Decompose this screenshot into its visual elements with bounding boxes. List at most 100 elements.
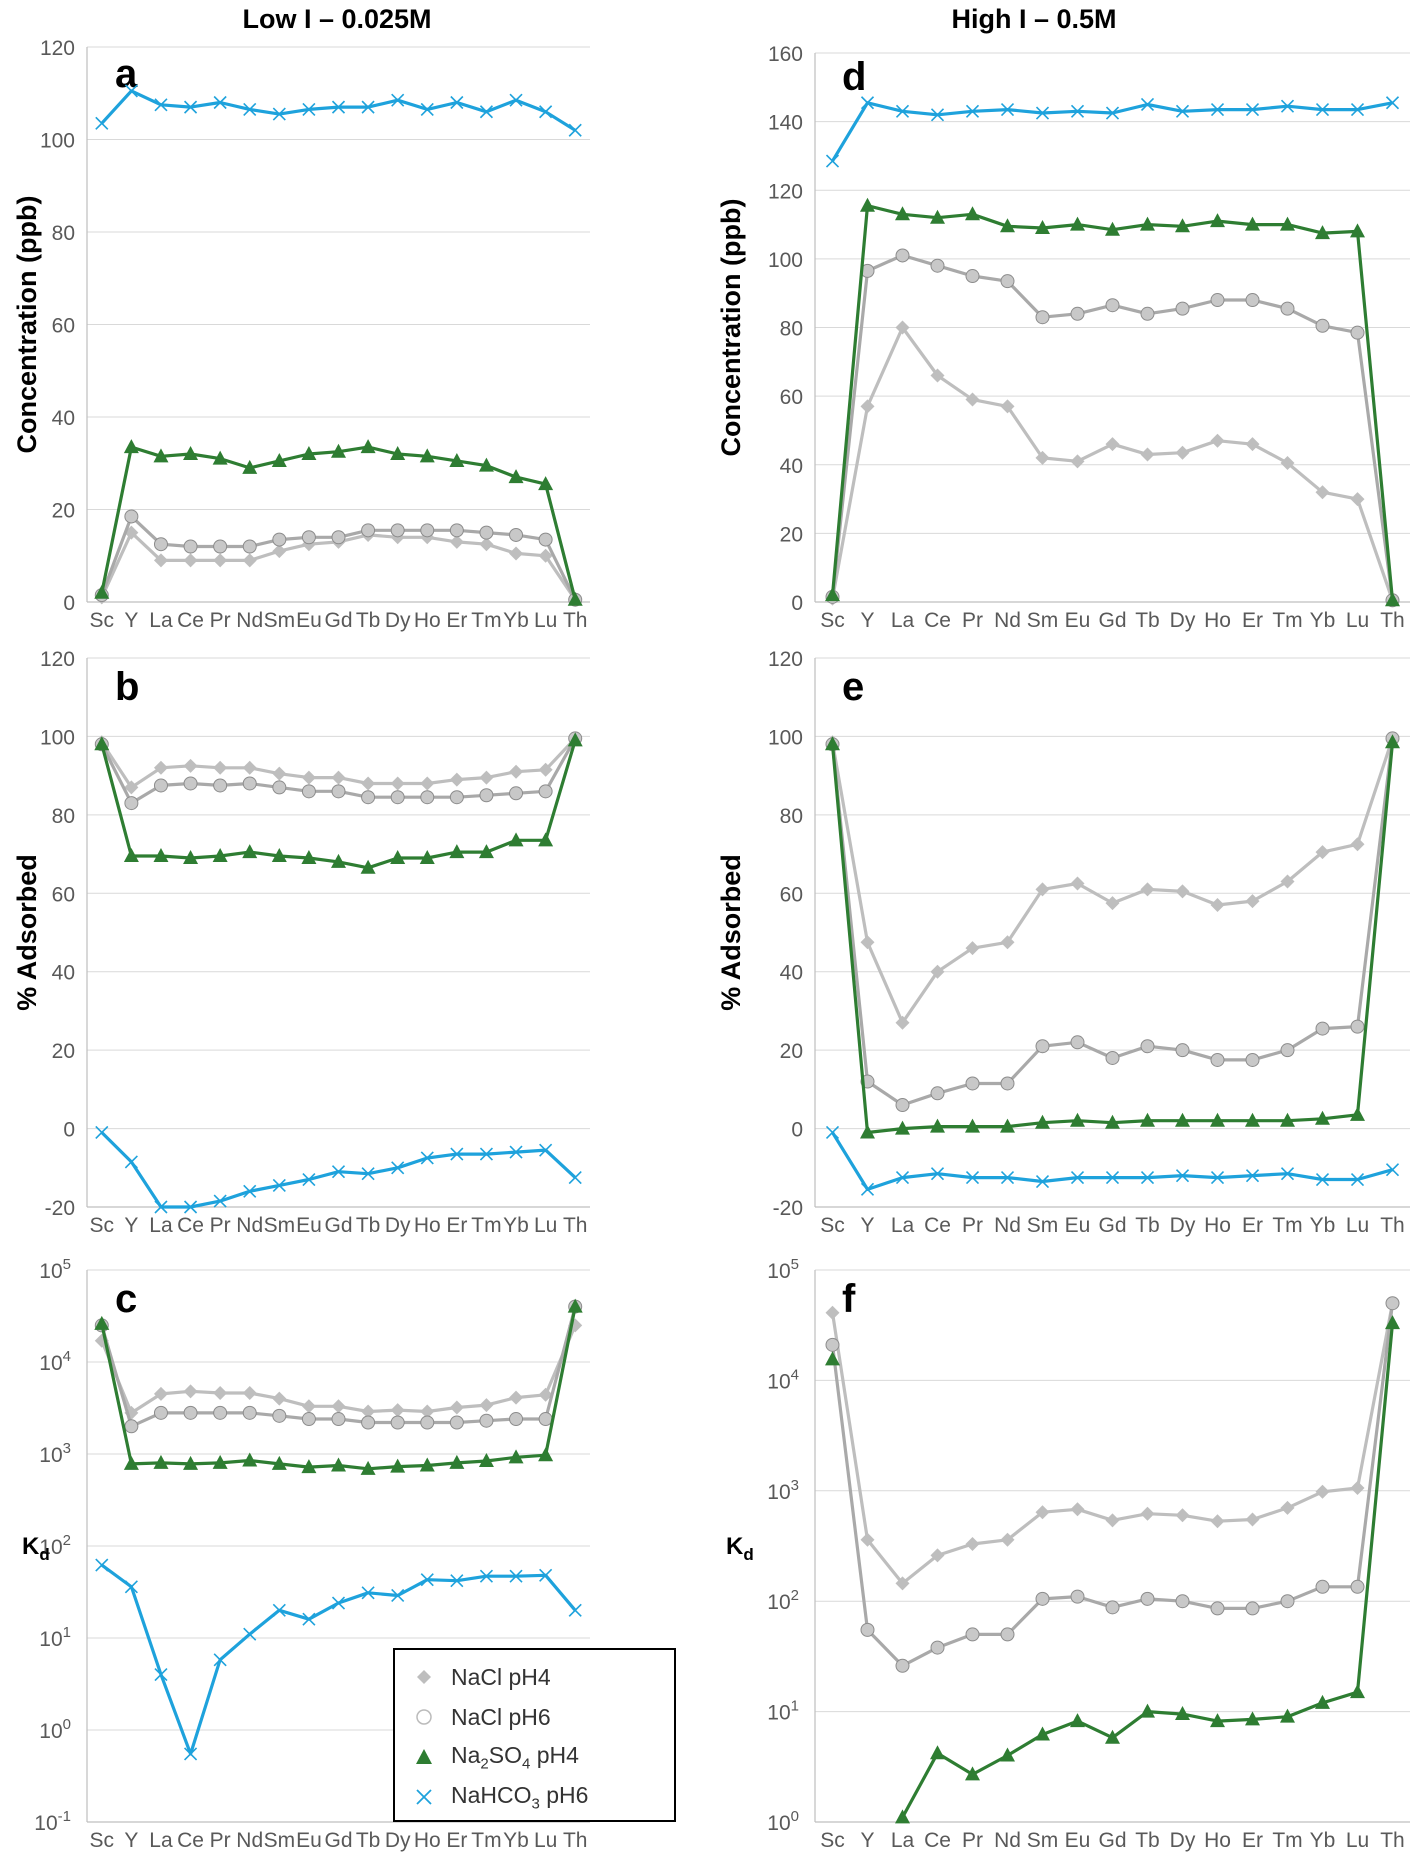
- y-tick-label: 105: [39, 1256, 71, 1283]
- data-point: [449, 772, 464, 787]
- x-tick-label: Dy: [1170, 1214, 1196, 1237]
- x-tick-label: Th: [563, 1829, 588, 1852]
- data-point: [895, 1809, 910, 1824]
- data-point: [479, 770, 494, 785]
- legend-label: NaCl pH6: [451, 1703, 551, 1730]
- x-tick-label: Tb: [356, 1829, 381, 1852]
- y-tick-label: 80: [52, 222, 75, 245]
- data-point: [301, 446, 317, 460]
- x-tick-label: Pr: [210, 1214, 231, 1237]
- marker-stroke: [825, 1125, 840, 1140]
- data-point: [860, 1532, 875, 1547]
- y-axis-label: Kd: [726, 1533, 754, 1564]
- data-point: [1070, 1035, 1085, 1050]
- data-point: [1280, 1043, 1295, 1058]
- data-point: [1280, 1708, 1295, 1723]
- data-point: [213, 1386, 228, 1401]
- data-point: [360, 439, 376, 454]
- data-point: [301, 770, 316, 785]
- x-tick-label: Nd: [236, 1214, 263, 1237]
- y-tick-label: 20: [780, 523, 803, 546]
- x-tick-label: Gd: [1098, 609, 1126, 632]
- marker-stroke: [1210, 103, 1225, 117]
- marker-stroke: [243, 102, 257, 117]
- y-tick-label: 100: [768, 249, 803, 272]
- marker-stroke: [568, 1171, 582, 1185]
- x-tick-label: Gd: [324, 1829, 352, 1852]
- legend-label: Na2SO4 pH4: [451, 1741, 579, 1773]
- y-axis-label: % Adsorbed: [12, 854, 42, 1011]
- data-point: [1210, 1052, 1225, 1067]
- x-tick-label: Ho: [414, 609, 441, 632]
- data-point: [154, 1668, 168, 1682]
- x-tick-label: La: [149, 1214, 173, 1237]
- series-nahco3-ph6: [95, 1125, 582, 1214]
- data-point: [1315, 1110, 1330, 1125]
- marker-stroke: [1350, 103, 1365, 117]
- x-tick-label: Er: [1242, 1214, 1263, 1237]
- data-point: [1070, 216, 1085, 231]
- x-tick-label: Er: [1242, 1829, 1263, 1852]
- data-point: [1105, 298, 1120, 313]
- data-point: [1210, 1514, 1225, 1529]
- data-point: [1245, 103, 1260, 117]
- data-point: [538, 1412, 553, 1427]
- marker-stroke: [391, 1588, 405, 1603]
- panel-label: e: [842, 665, 864, 709]
- data-point: [183, 849, 199, 864]
- data-point: [1315, 1021, 1330, 1036]
- data-point: [509, 1569, 523, 1583]
- data-point: [478, 457, 494, 472]
- y-tick-label: 104: [39, 1348, 71, 1375]
- data-point: [538, 784, 553, 799]
- series-line: [831, 101, 1393, 162]
- x-tick-label: Yb: [1310, 1214, 1336, 1237]
- data-point: [568, 1171, 582, 1185]
- data-point: [302, 1612, 316, 1626]
- data-point: [242, 1452, 258, 1467]
- y-tick-label: 140: [768, 112, 803, 135]
- series-line: [100, 514, 577, 601]
- data-point: [242, 1386, 257, 1401]
- data-point: [965, 1076, 980, 1091]
- series-nacl-ph4: [825, 731, 1400, 1030]
- data-point: [1070, 1589, 1085, 1604]
- x-tick-label: Pr: [210, 1829, 231, 1852]
- data-point: [331, 530, 346, 545]
- series-nacl-ph6: [825, 1296, 1400, 1673]
- x-tick-label: Y: [860, 1829, 874, 1852]
- legend-item-nacl-ph6: NaCl pH6: [407, 1698, 551, 1736]
- y-axis-label: Kd: [22, 1533, 50, 1564]
- marker-stroke: [331, 1165, 346, 1179]
- marker-stroke: [1070, 1171, 1085, 1185]
- data-point: [183, 446, 199, 460]
- series-nacl-ph4: [94, 1318, 583, 1420]
- data-point: [242, 844, 258, 859]
- marker-stroke: [154, 1200, 168, 1214]
- marker-stroke: [1000, 1171, 1015, 1185]
- data-point: [242, 1405, 257, 1420]
- data-point: [825, 154, 840, 168]
- data-point: [1315, 1172, 1330, 1187]
- x-tick-label: Yb: [503, 1214, 529, 1237]
- marker-stroke: [965, 104, 980, 118]
- data-point: [1210, 1601, 1225, 1616]
- data-point: [390, 446, 406, 460]
- y-tick-label: 102: [767, 1587, 799, 1614]
- data-point: [538, 1447, 554, 1462]
- series-line: [100, 445, 577, 601]
- data-point: [509, 1390, 524, 1405]
- y-tick-label: 103: [767, 1477, 799, 1504]
- data-point: [1070, 1502, 1085, 1517]
- x-tick-label: Dy: [1170, 1829, 1196, 1852]
- data-point: [509, 93, 523, 107]
- data-point: [1210, 1713, 1225, 1728]
- data-point: [390, 1458, 406, 1473]
- data-point: [213, 778, 228, 793]
- data-point: [1035, 450, 1050, 465]
- data-point: [965, 1536, 980, 1551]
- marker-stroke: [361, 1586, 375, 1600]
- series-line: [831, 1131, 1393, 1192]
- data-point: [1035, 1039, 1050, 1054]
- data-point: [1315, 318, 1330, 333]
